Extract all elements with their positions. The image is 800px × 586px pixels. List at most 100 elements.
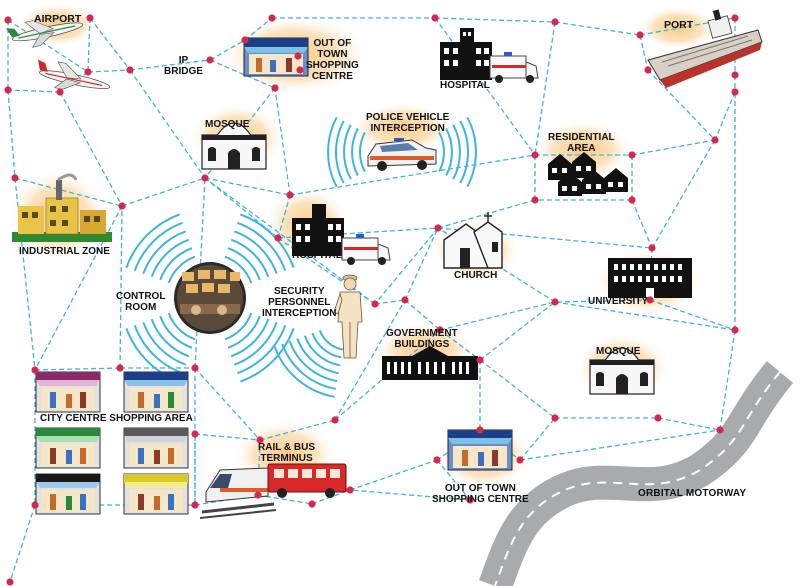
mesh-link	[639, 34, 649, 71]
mesh-node	[531, 196, 539, 204]
mesh-node	[11, 174, 19, 182]
mesh-node	[331, 416, 339, 424]
mesh-link	[436, 459, 471, 501]
signal-wave	[240, 213, 295, 268]
signal-wave	[459, 120, 470, 184]
mesh-link	[34, 367, 121, 371]
mesh-link	[89, 17, 131, 71]
factory-icon	[12, 173, 112, 242]
mesh-link	[121, 177, 206, 207]
label-hospital-top: HOSPITAL	[440, 80, 490, 91]
mesh-node	[31, 501, 39, 509]
mesh-link	[657, 417, 721, 431]
mesh-node	[516, 456, 524, 464]
signal-wave	[133, 221, 183, 271]
signal-wave	[296, 338, 339, 375]
label-oot-shopping-top: OUT OF TOWN SHOPPING CENTRE	[306, 38, 359, 82]
mesh-link	[274, 87, 291, 196]
mesh-link	[209, 39, 246, 61]
mesh-link	[647, 69, 716, 141]
road-icon	[479, 361, 794, 586]
mesh-node	[346, 486, 354, 494]
signal-wave	[343, 124, 352, 180]
mesh-link	[434, 17, 536, 156]
signal-wave	[237, 221, 287, 271]
ship-icon	[647, 9, 763, 88]
signal-wave	[303, 335, 341, 367]
mosque-icon	[201, 122, 655, 395]
label-university: UNIVERSITY	[588, 296, 649, 307]
signal-wave	[466, 116, 477, 188]
signal-wave	[224, 312, 253, 341]
mesh-node	[731, 326, 739, 334]
mesh-node	[308, 500, 316, 508]
signal-wave	[452, 124, 461, 180]
mesh-link	[289, 154, 536, 196]
mesh-node	[466, 496, 474, 504]
mesh-node	[126, 66, 134, 74]
mesh-link	[554, 301, 736, 331]
label-port: PORT	[664, 19, 694, 31]
label-ip-bridge: IP BRIDGE	[164, 55, 203, 77]
mesh-link	[651, 139, 716, 249]
signal-wave	[150, 318, 190, 358]
mesh-node	[476, 356, 484, 364]
signal-wave	[334, 120, 345, 184]
signal-wave	[438, 131, 446, 173]
signal-wave	[167, 312, 196, 341]
mesh-node	[401, 296, 409, 304]
mesh-node	[4, 16, 12, 24]
mesh-link	[194, 433, 261, 441]
mesh-link	[7, 89, 61, 93]
mesh-link	[554, 21, 641, 36]
mesh-link	[244, 17, 273, 41]
signal-wave	[327, 116, 338, 188]
mesh-node	[476, 426, 484, 434]
mesh-link	[437, 199, 536, 229]
mesh-link	[209, 59, 276, 89]
label-airport: AIRPORT	[34, 13, 82, 25]
mesh-node	[628, 196, 636, 204]
signal-wave	[224, 255, 253, 284]
signal-wave	[233, 230, 278, 275]
plane-icon	[6, 20, 111, 90]
mesh-node	[118, 202, 126, 210]
signal-wave	[288, 340, 338, 383]
signal-wave	[240, 328, 295, 383]
mesh-link	[87, 69, 131, 73]
mesh-node	[116, 364, 124, 372]
signal-wave	[133, 325, 183, 375]
mesh-link	[719, 329, 736, 431]
mesh-link	[649, 299, 736, 331]
mesh-link	[129, 69, 206, 179]
signal-wave	[167, 255, 196, 284]
signal-wave	[150, 238, 190, 278]
church-icon	[443, 212, 503, 269]
label-residential-area: RESIDENTIAL AREA	[548, 132, 615, 154]
mesh-node	[551, 18, 559, 26]
mesh-node	[191, 430, 199, 438]
mesh-link	[34, 205, 123, 371]
mesh-node	[254, 491, 262, 499]
mesh-node	[256, 436, 264, 444]
mesh-node	[436, 326, 444, 334]
mesh-node	[241, 36, 249, 44]
mesh-link	[194, 494, 259, 506]
label-church: CHURCH	[454, 270, 498, 281]
mesh-link	[87, 17, 91, 73]
label-security-interception: SECURITY PERSONNEL INTERCEPTION	[262, 286, 337, 319]
signal-wave	[351, 128, 359, 176]
mesh-link	[7, 89, 16, 179]
mesh-node	[434, 224, 442, 232]
signal-wave	[237, 325, 287, 375]
university-icon	[608, 258, 692, 298]
signal-wave	[230, 238, 270, 278]
mesh-link	[59, 91, 123, 207]
mesh-node	[731, 71, 739, 79]
mesh-node	[296, 66, 304, 74]
ambulance-icon	[489, 52, 539, 83]
mesh-link	[714, 91, 736, 141]
mesh-node	[268, 14, 276, 22]
mesh-node	[271, 84, 279, 92]
label-industrial-zone: INDUSTRIAL ZONE	[19, 246, 110, 257]
